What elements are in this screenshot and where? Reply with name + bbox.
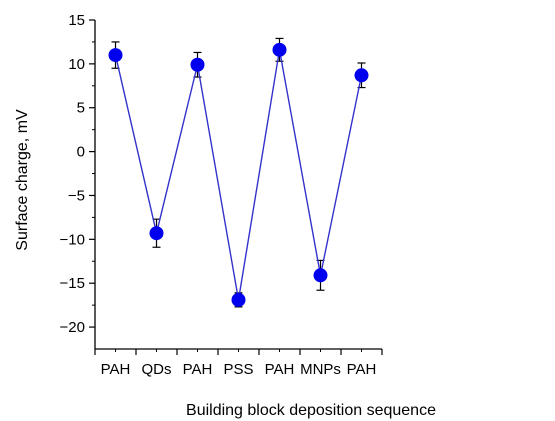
y-tick-label: −5 <box>68 187 85 204</box>
x-tick-label: PAH <box>265 361 295 378</box>
x-tick-label: PAH <box>101 361 131 378</box>
x-tick-label: QDs <box>142 361 172 378</box>
error-bars <box>111 37 366 308</box>
x-tick-label: PAH <box>347 361 377 378</box>
data-point <box>354 68 369 83</box>
data-point <box>149 226 164 241</box>
ticks <box>89 19 383 355</box>
series-line <box>114 49 363 300</box>
x-axis-title: Building block deposition sequence <box>186 402 436 419</box>
y-tick-label: 0 <box>77 144 85 161</box>
y-axis-title: Surface charge, mV <box>14 109 31 251</box>
data-point <box>272 42 287 57</box>
data-point <box>313 268 328 283</box>
y-tick-label: 10 <box>68 56 85 73</box>
y-tick-label: 15 <box>68 12 85 29</box>
x-tick-label: MNPs <box>300 361 341 378</box>
tick-labels: 15 10 5 0 −5 −10 −15 −20 PAH QDs PAH PSS PAH MNPs PAH <box>60 12 377 378</box>
data-point <box>108 48 123 63</box>
y-tick-label: −15 <box>60 275 85 292</box>
x-tick-label: PSS <box>223 361 253 378</box>
y-tick-label: −20 <box>60 319 85 336</box>
y-tick-label: 5 <box>77 100 85 117</box>
x-tick-label: PAH <box>183 361 213 378</box>
series-line-layer <box>114 49 363 300</box>
y-tick-label: −10 <box>60 231 85 248</box>
data-points <box>108 42 369 307</box>
data-point <box>190 57 205 72</box>
data-point <box>231 292 246 307</box>
